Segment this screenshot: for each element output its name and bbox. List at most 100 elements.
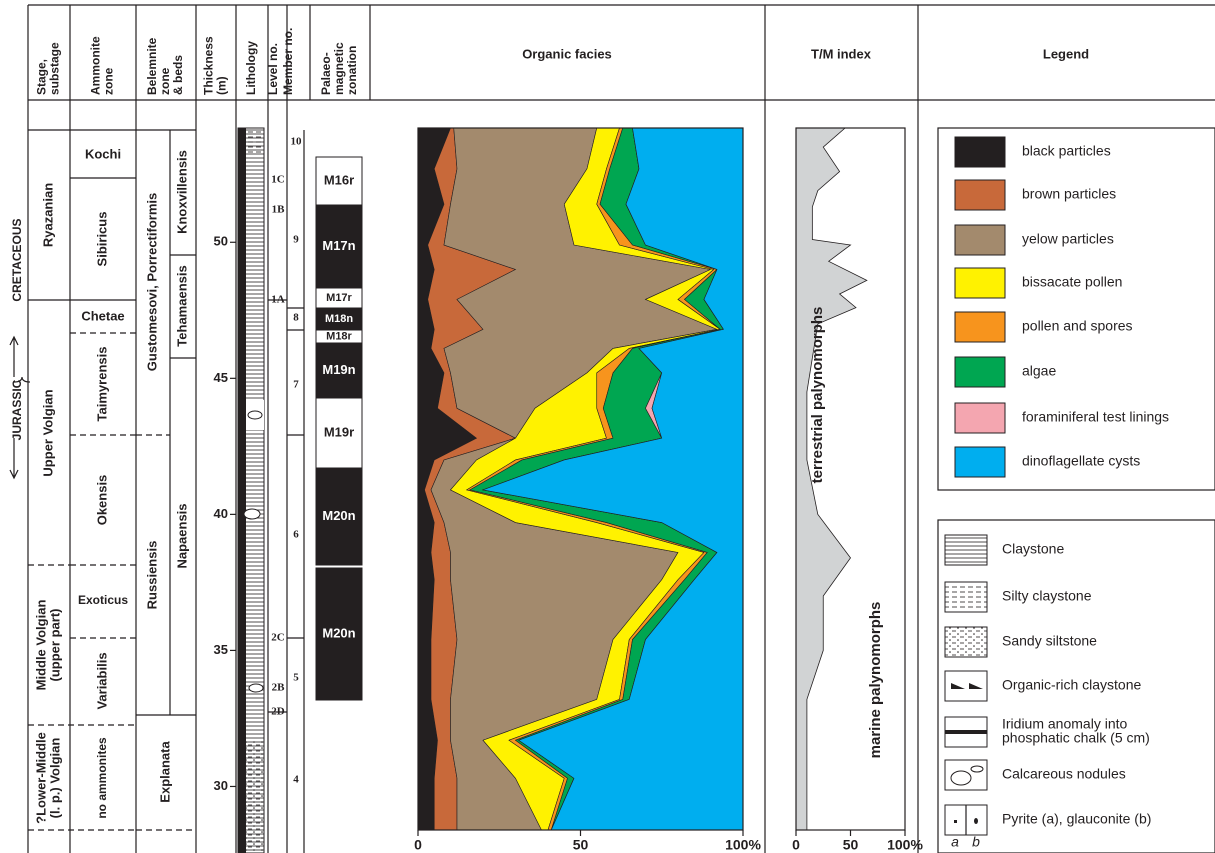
annotation: marine palynomorphs: [867, 602, 884, 759]
belemnite-zone: Gustomesovi, Porrectiformis: [144, 193, 159, 371]
legend-label: brown particles: [1022, 186, 1116, 202]
member-label: 9: [293, 234, 299, 246]
legend-label: Iridium anomaly into: [1002, 716, 1127, 732]
legend-swatch: [954, 136, 1006, 168]
legend-swatch: [954, 224, 1006, 256]
magnetozone-label: M19r: [324, 424, 354, 439]
legend-label: Silty claystone: [1002, 588, 1092, 604]
legend-label: Organic-rich claystone: [1002, 677, 1141, 693]
legend-icon: [974, 818, 978, 824]
annotation: terrestrial palynomorphs: [809, 307, 826, 484]
y-tick-label: 30: [214, 778, 228, 793]
legend-icon: [944, 534, 988, 566]
header: Stage,: [35, 59, 49, 95]
plot-frame: [417, 127, 744, 831]
legend-icon: [950, 770, 972, 786]
legend-label: black particles: [1022, 143, 1111, 159]
legend-sublabel: a: [951, 834, 959, 850]
stage: (upper part): [47, 609, 62, 682]
legend-icon: [944, 626, 988, 658]
header: zonation: [345, 46, 359, 95]
level-label: 1B: [272, 204, 286, 216]
legend-swatch: [954, 402, 1006, 434]
x-tick-label: 100%: [887, 837, 923, 853]
legend-label: Claystone: [1002, 541, 1064, 557]
legend-icon: [945, 730, 987, 734]
x-tick-label: 0: [414, 837, 422, 853]
legend-icon: [954, 820, 957, 823]
header: & beds: [171, 55, 185, 95]
level-label: 2B: [272, 682, 286, 694]
magnetozone-label: M20n: [322, 508, 355, 523]
magnetozone-label: M16r: [324, 172, 354, 187]
header: Organic facies: [522, 46, 612, 61]
header: (m): [215, 76, 229, 95]
legend-label: phosphatic chalk (5 cm): [1002, 730, 1150, 746]
ammonite-zone: Okensis: [94, 475, 109, 526]
ammonite-zone: no ammonites: [95, 737, 109, 819]
x-tick-label: 50: [573, 837, 589, 853]
legend-swatch: [954, 179, 1006, 211]
legend-label: yelow particles: [1022, 231, 1114, 247]
legend-swatch: [954, 311, 1006, 343]
stage: Ryazanian: [40, 183, 55, 247]
magnetozone-label: M18r: [326, 330, 352, 342]
header: Palaeo-: [319, 52, 333, 95]
level-label: 2D: [271, 706, 285, 718]
header: substage: [48, 42, 62, 95]
magnetozone: [315, 204, 363, 289]
legend-label: Calcareous nodules: [1002, 766, 1126, 782]
y-tick-label: 45: [214, 370, 228, 385]
member-label: 10: [291, 136, 303, 148]
plot-frame: [795, 127, 906, 831]
ammonite-zone: Chetae: [81, 308, 124, 323]
member-label: 7: [293, 379, 299, 391]
stage: ?Lower-Middle: [33, 732, 48, 824]
belemnite-zone: Russiensis: [144, 541, 159, 610]
legend-sublabel: b: [972, 834, 980, 850]
x-tick-label: 100%: [725, 837, 761, 853]
magnetozone-label: M17n: [322, 238, 355, 253]
ammonite-zone: Kochi: [85, 146, 121, 161]
legend-label: algae: [1022, 363, 1056, 379]
system-label: CRETACEOUS: [10, 218, 24, 301]
legend-swatch: [954, 446, 1006, 478]
x-tick-label: 50: [843, 837, 859, 853]
member-label: 4: [293, 774, 299, 786]
y-tick-label: 50: [214, 234, 228, 249]
magnetozone-label: M17r: [326, 292, 352, 304]
header: zone: [158, 67, 172, 95]
magnetozone: [315, 397, 363, 469]
header: Thickness: [202, 36, 216, 95]
legend-swatch: [954, 356, 1006, 388]
belemnite-bed: Tehamaensis: [174, 265, 189, 346]
header: Member no.: [281, 28, 295, 95]
magnetozone-label: M18n: [325, 313, 353, 325]
header: zone: [102, 67, 116, 95]
ammonite-zone: Sibiricus: [94, 212, 109, 267]
stage: Middle Volgian: [33, 600, 48, 691]
header: Lithology: [244, 41, 258, 95]
magnetozone: [315, 342, 363, 399]
legend-icon: [970, 765, 984, 773]
magnetozone: [315, 567, 363, 701]
level-label: 2C: [271, 632, 285, 644]
legend-label: pollen and spores: [1022, 318, 1133, 334]
header: T/M index: [811, 46, 872, 61]
legend-label: bissacate pollen: [1022, 274, 1122, 290]
header: Belemnite: [145, 37, 159, 95]
magnetozone: [315, 156, 363, 206]
legend-swatch: [954, 267, 1006, 299]
belemnite-zone: Explanata: [157, 741, 172, 803]
legend-icon: [944, 581, 988, 613]
level-label: 1A: [271, 294, 285, 306]
ammonite-zone: Variabilis: [94, 652, 109, 709]
ammonite-zone: Exoticus: [78, 593, 128, 607]
legend-icon: [951, 683, 983, 689]
magnetozone-label: M19n: [322, 362, 355, 377]
stage: (l. p.) Volgian: [47, 738, 62, 819]
stage: Upper Volgian: [40, 389, 55, 476]
legend-label: dinoflagellate cysts: [1022, 453, 1140, 469]
y-tick-label: 35: [214, 642, 228, 657]
